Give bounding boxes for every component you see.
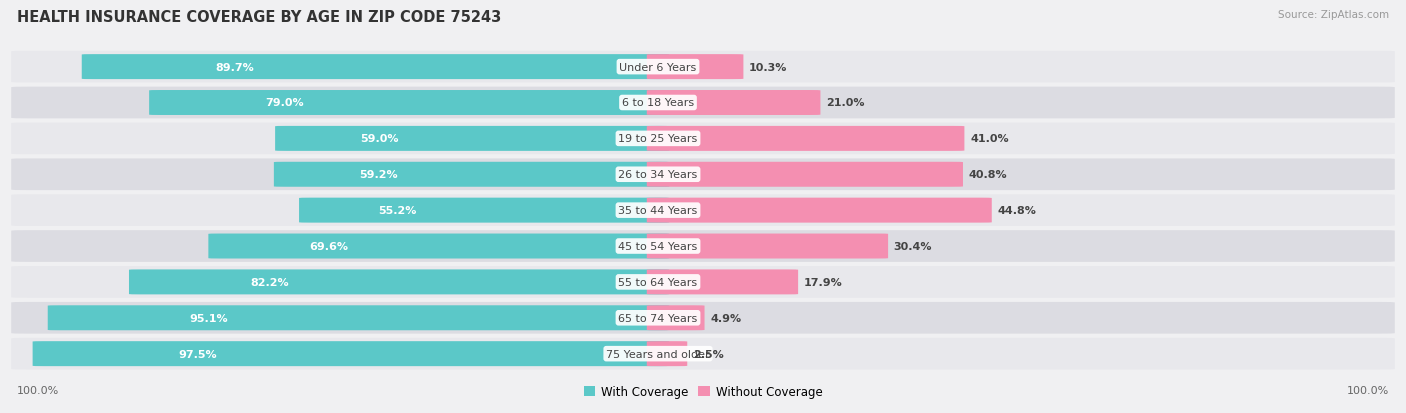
Text: 95.1%: 95.1% — [190, 313, 228, 323]
FancyBboxPatch shape — [647, 342, 688, 366]
FancyBboxPatch shape — [11, 88, 1395, 119]
Text: 17.9%: 17.9% — [804, 277, 842, 287]
Text: 100.0%: 100.0% — [1347, 385, 1389, 395]
FancyBboxPatch shape — [11, 52, 1395, 83]
FancyBboxPatch shape — [208, 234, 669, 259]
Legend: With Coverage, Without Coverage: With Coverage, Without Coverage — [579, 381, 827, 403]
Text: 79.0%: 79.0% — [266, 98, 304, 108]
Text: 21.0%: 21.0% — [827, 98, 865, 108]
Text: 44.8%: 44.8% — [997, 206, 1036, 216]
FancyBboxPatch shape — [11, 338, 1395, 370]
FancyBboxPatch shape — [647, 234, 889, 259]
Text: 59.2%: 59.2% — [359, 170, 398, 180]
Text: HEALTH INSURANCE COVERAGE BY AGE IN ZIP CODE 75243: HEALTH INSURANCE COVERAGE BY AGE IN ZIP … — [17, 10, 501, 25]
Text: 45 to 54 Years: 45 to 54 Years — [619, 242, 697, 252]
FancyBboxPatch shape — [129, 270, 669, 294]
Text: 4.9%: 4.9% — [710, 313, 741, 323]
FancyBboxPatch shape — [299, 198, 669, 223]
Text: 41.0%: 41.0% — [970, 134, 1008, 144]
FancyBboxPatch shape — [647, 91, 821, 116]
FancyBboxPatch shape — [647, 198, 991, 223]
Text: 69.6%: 69.6% — [309, 242, 349, 252]
FancyBboxPatch shape — [647, 270, 799, 294]
Text: 26 to 34 Years: 26 to 34 Years — [619, 170, 697, 180]
FancyBboxPatch shape — [48, 306, 669, 330]
Text: 35 to 44 Years: 35 to 44 Years — [619, 206, 697, 216]
FancyBboxPatch shape — [11, 123, 1395, 155]
FancyBboxPatch shape — [11, 266, 1395, 298]
FancyBboxPatch shape — [149, 91, 669, 116]
FancyBboxPatch shape — [647, 306, 704, 330]
FancyBboxPatch shape — [647, 55, 744, 80]
FancyBboxPatch shape — [11, 230, 1395, 262]
FancyBboxPatch shape — [647, 127, 965, 152]
Text: 30.4%: 30.4% — [894, 242, 932, 252]
Text: Source: ZipAtlas.com: Source: ZipAtlas.com — [1278, 10, 1389, 20]
Text: 19 to 25 Years: 19 to 25 Years — [619, 134, 697, 144]
Text: 65 to 74 Years: 65 to 74 Years — [619, 313, 697, 323]
FancyBboxPatch shape — [11, 195, 1395, 226]
FancyBboxPatch shape — [647, 162, 963, 187]
Text: 40.8%: 40.8% — [969, 170, 1007, 180]
Text: 2.5%: 2.5% — [693, 349, 724, 359]
FancyBboxPatch shape — [11, 302, 1395, 334]
FancyBboxPatch shape — [82, 55, 669, 80]
Text: 59.0%: 59.0% — [360, 134, 398, 144]
Text: 10.3%: 10.3% — [749, 62, 787, 72]
Text: 55.2%: 55.2% — [378, 206, 416, 216]
Text: 89.7%: 89.7% — [215, 62, 253, 72]
Text: 75 Years and older: 75 Years and older — [606, 349, 710, 359]
FancyBboxPatch shape — [32, 342, 669, 366]
FancyBboxPatch shape — [11, 159, 1395, 191]
FancyBboxPatch shape — [276, 127, 669, 152]
Text: 100.0%: 100.0% — [17, 385, 59, 395]
Text: 97.5%: 97.5% — [179, 349, 217, 359]
Text: 82.2%: 82.2% — [250, 277, 290, 287]
FancyBboxPatch shape — [274, 162, 669, 187]
Text: 55 to 64 Years: 55 to 64 Years — [619, 277, 697, 287]
Text: 6 to 18 Years: 6 to 18 Years — [621, 98, 695, 108]
Text: Under 6 Years: Under 6 Years — [620, 62, 696, 72]
